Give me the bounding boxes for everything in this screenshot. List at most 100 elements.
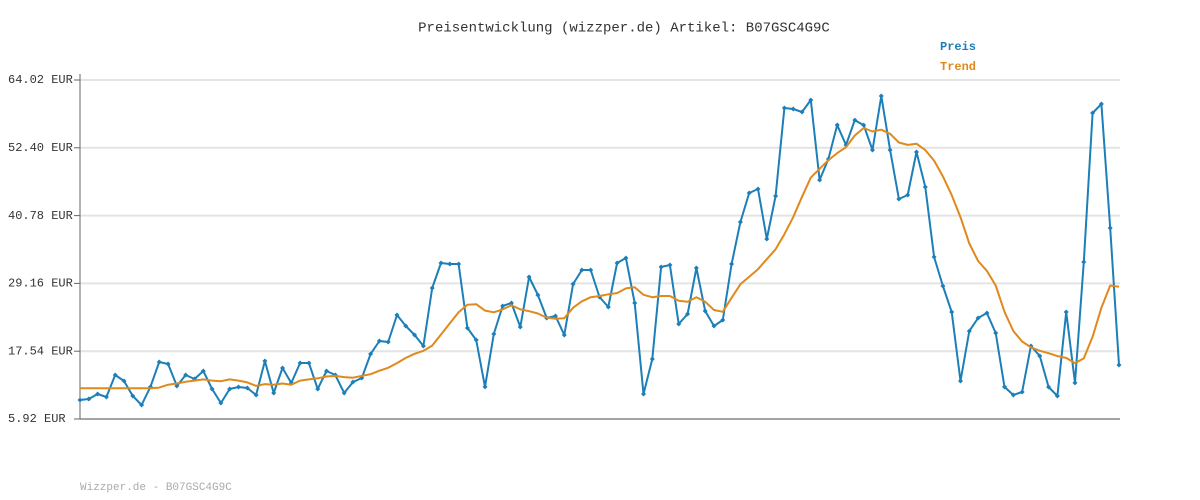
point	[341, 390, 347, 396]
point	[526, 274, 532, 280]
point	[975, 315, 981, 321]
point	[755, 186, 761, 192]
point	[271, 390, 277, 396]
point	[931, 254, 937, 260]
y-tick-label: 64.02 EUR	[8, 73, 73, 87]
point	[579, 267, 585, 273]
point	[922, 184, 928, 190]
point	[491, 331, 497, 337]
point	[297, 360, 303, 366]
point	[174, 383, 180, 389]
point	[376, 338, 382, 344]
point	[667, 262, 673, 268]
point	[244, 385, 250, 391]
point	[913, 149, 919, 155]
point	[649, 356, 655, 362]
point	[1010, 392, 1016, 398]
point	[552, 313, 558, 319]
point	[95, 391, 101, 397]
y-tick-label: 17.54 EUR	[8, 344, 73, 358]
point	[808, 97, 814, 103]
point	[817, 177, 823, 183]
point	[958, 378, 964, 384]
point	[685, 311, 691, 317]
point	[473, 337, 479, 343]
point	[693, 265, 699, 271]
point	[156, 359, 162, 365]
point	[315, 386, 321, 392]
point	[130, 393, 136, 399]
point	[799, 109, 805, 115]
point	[614, 260, 620, 266]
point	[103, 394, 109, 400]
point	[482, 384, 488, 390]
point	[183, 372, 189, 378]
point	[165, 361, 171, 367]
point	[1090, 110, 1096, 116]
point	[1063, 309, 1069, 315]
chart-title: Preisentwicklung (wizzper.de) Artikel: B…	[418, 21, 830, 37]
point	[905, 192, 911, 198]
point	[121, 378, 127, 384]
point	[1019, 389, 1025, 395]
point	[746, 190, 752, 196]
point	[940, 283, 946, 289]
point	[711, 323, 717, 329]
point	[1081, 259, 1087, 265]
point	[878, 93, 884, 99]
point	[869, 147, 875, 153]
series-line	[80, 127, 1120, 390]
point	[896, 196, 902, 202]
point	[280, 365, 286, 371]
point	[790, 106, 796, 112]
point	[438, 260, 444, 266]
point	[1116, 362, 1122, 368]
point	[385, 339, 391, 345]
point	[729, 261, 735, 267]
point	[517, 324, 523, 330]
point	[632, 300, 638, 306]
point	[306, 360, 312, 366]
point	[324, 368, 330, 374]
point	[500, 303, 506, 309]
point	[773, 193, 779, 199]
point	[368, 351, 374, 357]
point	[781, 105, 787, 111]
point	[764, 236, 770, 242]
y-tick-label: 29.16 EUR	[8, 277, 73, 291]
point	[262, 358, 268, 364]
point	[253, 392, 259, 398]
point	[200, 368, 206, 374]
point	[420, 343, 426, 349]
point	[464, 325, 470, 331]
point	[949, 309, 955, 315]
point	[139, 402, 145, 408]
point	[227, 386, 233, 392]
point	[535, 292, 541, 298]
footer: Wizzper.de - B07GSC4G9C	[80, 482, 232, 494]
point	[1046, 384, 1052, 390]
legend-label: Preis	[940, 40, 976, 54]
point	[570, 281, 576, 287]
point	[77, 397, 83, 403]
point	[702, 308, 708, 314]
point	[403, 323, 409, 329]
point	[209, 386, 215, 392]
y-tick-label: 40.78 EUR	[8, 209, 73, 223]
point	[887, 147, 893, 153]
point	[676, 321, 682, 327]
point	[852, 117, 858, 123]
point	[350, 379, 356, 385]
point	[429, 285, 435, 291]
point	[235, 384, 241, 390]
point	[834, 122, 840, 128]
point	[605, 304, 611, 310]
point	[508, 300, 514, 306]
point	[447, 261, 453, 267]
point	[1107, 225, 1113, 231]
point	[394, 312, 400, 318]
point	[218, 400, 224, 406]
